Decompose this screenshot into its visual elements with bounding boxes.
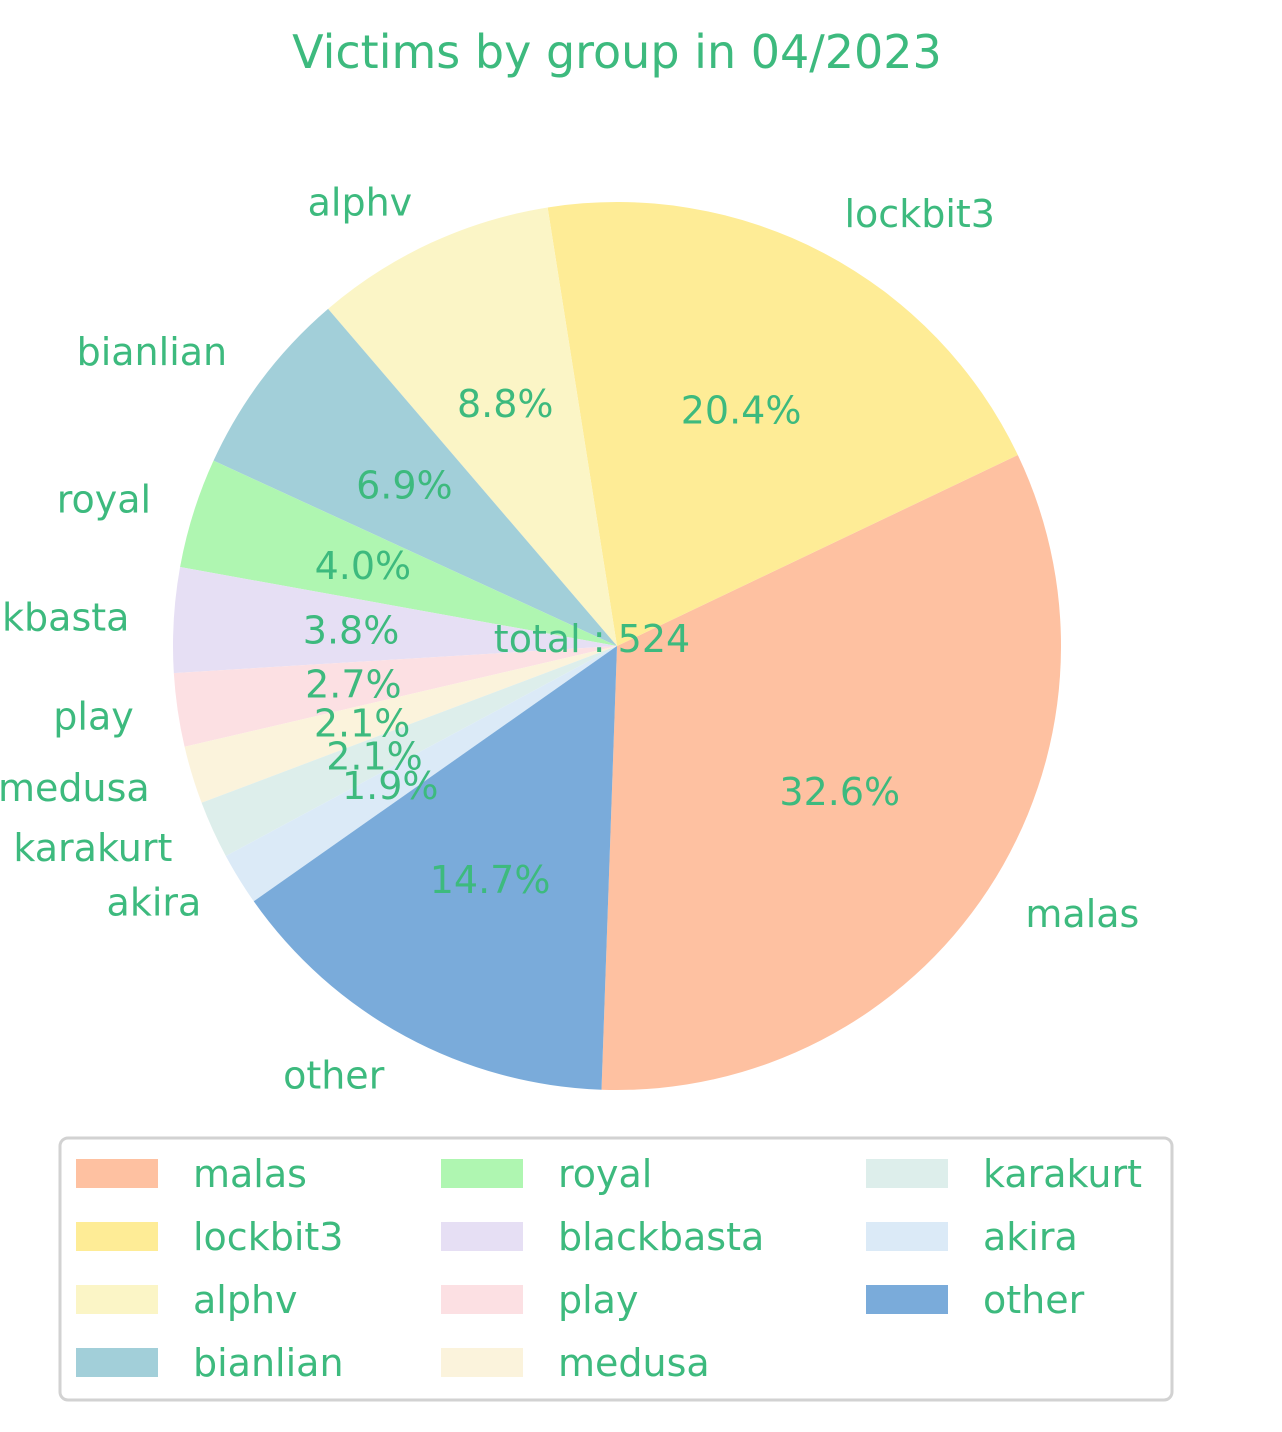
legend-swatch-akira [866, 1222, 948, 1251]
percent-label-play: 2.7% [305, 662, 402, 706]
percent-label-bianlian: 6.9% [356, 464, 453, 508]
legend-label-royal: royal [558, 1152, 652, 1196]
legend-swatch-play [441, 1285, 523, 1314]
pie-slice-akira [225, 646, 617, 902]
legend-frame [58, 1136, 1174, 1402]
percent-labels: 32.6%20.4%8.8%6.9%4.0%3.8%2.7%2.1%2.1%1.… [303, 382, 900, 902]
pie-slice-medusa [184, 646, 618, 803]
legend: malas lockbit3 alphv bianlian royal blackbast… [58, 1136, 1174, 1402]
pie-slice-play [173, 646, 617, 747]
slice-label-lockbit3: lockbit3 [845, 192, 995, 236]
slice-label-bianlian: bianlian [77, 330, 228, 374]
percent-label-lockbit3: 20.4% [681, 388, 802, 432]
percent-label-medusa: 2.1% [314, 701, 411, 745]
percent-label-malas: 32.6% [779, 770, 900, 814]
legend-swatch-malas [76, 1159, 158, 1188]
slice-labels: malas lockbit3 alphv bianlian royal blackbast… [0, 181, 1139, 1098]
pie-slice-lockbit3 [547, 201, 1018, 647]
pie-slice-karakurt [201, 646, 617, 857]
percent-label-royal: 4.0% [315, 544, 412, 588]
legend-label-alphv: alphv [193, 1278, 298, 1322]
pie-slice-malas [601, 454, 1061, 1090]
percent-label-karakurt: 2.1% [326, 734, 423, 778]
pie-slice-other [253, 646, 617, 1090]
percent-label-akira: 1.9% [342, 764, 439, 808]
legend-label-bianlian: bianlian [193, 1341, 344, 1385]
legend-label-blackbasta: blackbasta [558, 1215, 764, 1259]
legend-swatch-blackbasta [441, 1222, 523, 1251]
slice-label-alphv: alphv [308, 181, 413, 225]
total-label: total : 524 [494, 617, 690, 661]
legend-label-medusa: medusa [558, 1341, 710, 1385]
pie-slice-alphv [328, 207, 617, 646]
chart-title: Victims by group in 04/2023 [292, 25, 942, 79]
legend-swatch-royal [441, 1159, 523, 1188]
legend-swatch-other [866, 1285, 948, 1314]
legend-label-malas: malas [193, 1152, 307, 1196]
legend-swatch-bianlian [76, 1348, 158, 1377]
slice-label-akira: akira [107, 880, 202, 924]
legend-label-play: play [558, 1278, 638, 1322]
legend-swatch-alphv [76, 1285, 158, 1314]
pie-slice-blackbasta [173, 567, 617, 674]
legend-swatch-lockbit3 [76, 1222, 158, 1251]
slice-label-play: play [53, 695, 133, 739]
legend-swatch-karakurt [866, 1159, 948, 1188]
slice-label-medusa: medusa [0, 766, 150, 810]
legend-label-karakurt: karakurt [983, 1152, 1142, 1196]
legend-label-other: other [983, 1278, 1085, 1322]
percent-label-alphv: 8.8% [457, 382, 554, 426]
slice-label-karakurt: karakurt [13, 826, 172, 870]
slice-label-malas: malas [1025, 892, 1139, 936]
legend-swatch-medusa [441, 1348, 523, 1377]
legend-label-lockbit3: lockbit3 [193, 1215, 343, 1259]
pie-slice-royal [180, 460, 617, 646]
pie-slice-bianlian [213, 308, 618, 646]
legend-items: malas lockbit3 alphv bianlian royal blackbast… [76, 1152, 1142, 1385]
percent-label-other: 14.7% [430, 858, 551, 902]
percent-label-blackbasta: 3.8% [303, 608, 400, 652]
slice-label-blackbasta: blackbasta [0, 595, 129, 639]
slice-label-other: other [283, 1053, 385, 1097]
pie-slices [173, 201, 1061, 1090]
legend-label-akira: akira [983, 1215, 1078, 1259]
slice-label-royal: royal [57, 477, 151, 521]
